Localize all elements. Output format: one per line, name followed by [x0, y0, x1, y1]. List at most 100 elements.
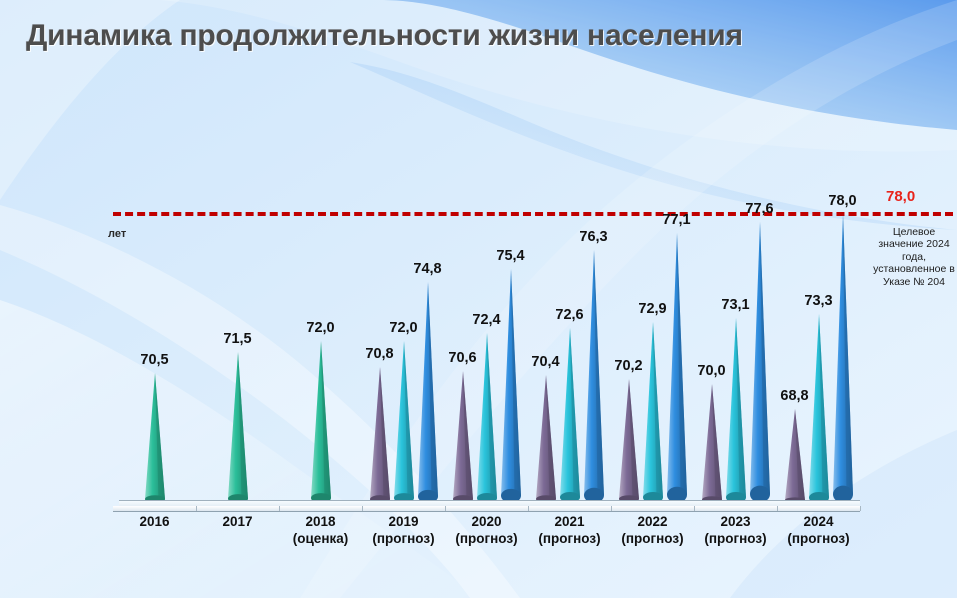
cone-shape: [666, 233, 687, 503]
x-axis-label: 2022 (прогноз): [611, 513, 694, 547]
x-axis-year: 2024: [803, 514, 834, 529]
bar-value-label: 74,8: [413, 260, 442, 277]
bar-value-label: 70,8: [365, 345, 394, 362]
axis-tick: [860, 506, 861, 511]
bar-cone: 72,0: [306, 320, 335, 503]
x-axis-label: 2023 (прогноз): [694, 513, 777, 547]
cone-shape: [583, 250, 604, 503]
cone-shape: [227, 351, 248, 503]
cone-shape: [500, 269, 521, 503]
bar-value-label: 72,4: [472, 311, 501, 328]
bar-value-label: 75,4: [496, 248, 525, 265]
x-axis-label: 2021 (прогноз): [528, 513, 611, 547]
bar-cone: 73,1: [721, 297, 750, 503]
bar-value-label: 76,3: [579, 229, 608, 246]
bar-value-label: 70,4: [531, 354, 560, 371]
cone-shape: [749, 222, 770, 503]
axis-tick: [445, 506, 446, 511]
bar-value-label: 73,1: [721, 296, 750, 313]
bar-cone: 73,3: [804, 293, 833, 503]
bar-cone: 70,8: [365, 346, 394, 503]
platform-top: [119, 500, 860, 507]
x-axis-label: 2024 (прогноз): [777, 513, 860, 547]
x-axis-year: 2022: [637, 514, 668, 529]
cone-shape: [701, 383, 722, 503]
bar-cone: 78,0: [828, 193, 857, 503]
cone-shape: [417, 281, 438, 503]
bar-value-label: 77,1: [662, 212, 691, 229]
axis-tick: [528, 506, 529, 511]
cone-shape: [784, 409, 805, 503]
cone-shape: [725, 317, 746, 503]
x-axis-sublabel: (прогноз): [704, 531, 767, 546]
bar-cone: 70,5: [140, 352, 169, 503]
bar-cone: 68,8: [780, 388, 809, 503]
cone-shape: [310, 341, 331, 503]
axis-tick: [196, 506, 197, 511]
cone-shape: [832, 214, 853, 503]
bar-value-label: 70,0: [697, 362, 726, 379]
axis-tick: [611, 506, 612, 511]
target-value-label: 78,0: [886, 188, 916, 205]
x-axis-year: 2016: [139, 514, 170, 529]
bar-cone: 72,9: [638, 301, 667, 503]
x-axis-sublabel: (прогноз): [538, 531, 601, 546]
x-axis-year: 2021: [554, 514, 585, 529]
bar-cone: 72,4: [472, 312, 501, 503]
bar-cone: 74,8: [413, 261, 442, 503]
bar-cone: 77,6: [745, 201, 774, 503]
x-axis-label: 2016: [113, 513, 196, 530]
bar-cone: 72,6: [555, 307, 584, 503]
bar-value-label: 72,6: [555, 307, 584, 324]
bar-value-label: 70,5: [140, 352, 169, 368]
bar-cone: 71,5: [223, 331, 252, 503]
cone-shape: [559, 328, 580, 503]
bar-value-label: 72,0: [389, 320, 418, 337]
x-axis-label: 2018 (оценка): [279, 513, 362, 547]
bar-cone: 75,4: [496, 248, 525, 503]
cone-shape: [393, 341, 414, 503]
bar-cone: 70,0: [697, 363, 726, 503]
bar-cone: 72,0: [389, 320, 418, 503]
cone-shape: [476, 332, 497, 503]
x-axis-label: 2017: [196, 513, 279, 530]
cone-shape: [808, 313, 829, 503]
bar-cone: 70,2: [614, 358, 643, 503]
axis-tick: [777, 506, 778, 511]
platform-front: [113, 506, 860, 512]
x-axis-sublabel: (прогноз): [372, 531, 435, 546]
cone-shape: [642, 322, 663, 503]
bar-cone: 70,4: [531, 354, 560, 503]
cone-shape: [452, 370, 473, 503]
x-axis-year: 2023: [720, 514, 751, 529]
bar-value-label: 70,2: [614, 358, 643, 375]
axis-tick: [279, 506, 280, 511]
bar-value-label: 68,8: [780, 388, 809, 405]
axis-baseline-platform: [113, 500, 861, 512]
axis-unit-label: лет: [108, 228, 127, 240]
x-axis-sublabel: (прогноз): [455, 531, 518, 546]
x-axis-year: 2018: [305, 514, 336, 529]
bar-cone: 77,1: [662, 212, 691, 503]
cone-shape: [369, 366, 390, 503]
page-title: Динамика продолжительности жизни населен…: [26, 19, 743, 52]
bar-value-label: 73,3: [804, 292, 833, 309]
axis-tick: [694, 506, 695, 511]
axis-tick: [362, 506, 363, 511]
x-axis-sublabel: (прогноз): [621, 531, 684, 546]
target-annotation-note: Целевое значение 2024 года, установленно…: [873, 226, 955, 288]
bar-value-label: 72,9: [638, 301, 667, 318]
x-axis-year: 2020: [471, 514, 502, 529]
bar-value-label: 70,6: [448, 349, 477, 366]
bar-cone: 70,6: [448, 350, 477, 503]
bar-value-label: 77,6: [745, 201, 774, 218]
bar-value-label: 78,0: [828, 193, 857, 209]
x-axis-sublabel: (оценка): [292, 531, 349, 546]
x-axis-label: 2019 (прогноз): [362, 513, 445, 547]
bar-value-label: 72,0: [306, 320, 335, 337]
x-axis-year: 2017: [222, 514, 253, 529]
bar-cone: 76,3: [579, 229, 608, 503]
cone-shape: [535, 375, 556, 503]
